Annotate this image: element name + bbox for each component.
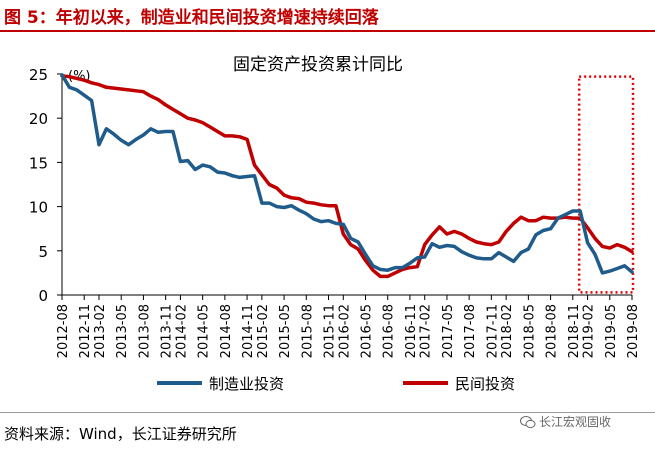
figure-title: 图 5：年初以来，制造业和民间投资增速持续回落: [4, 8, 379, 28]
watermark: 长江宏观固收: [520, 413, 611, 430]
y-tick-label: 25: [29, 66, 48, 84]
x-tick-label: 2015-02: [256, 304, 271, 358]
y-tick-label: 15: [29, 154, 48, 172]
x-axis: 2012-08 2012-11 2013-02 2013-05 2013-08 2013-…: [56, 294, 641, 358]
x-tick-label: 2018-05: [522, 304, 537, 358]
chart-title: 固定资产投资累计同比: [233, 55, 403, 75]
x-tick-label: 2017-11: [485, 304, 500, 358]
x-tick-label: 2019-02: [582, 304, 597, 358]
x-tick-label: 2019-05: [604, 304, 619, 358]
x-tick-label: 2012-11: [78, 304, 93, 358]
x-tick-label: 2013-05: [115, 304, 130, 358]
x-tick-label: 2014-11: [241, 304, 256, 358]
x-tick-label: 2013-02: [93, 304, 108, 358]
x-tick-label: 2017-02: [419, 304, 434, 358]
x-tick-label: 2018-11: [567, 304, 582, 358]
x-tick-label: 2015-11: [322, 304, 337, 358]
series-lines: [60, 73, 634, 279]
watermark-text: 长江宏观固收: [539, 415, 612, 429]
wechat-icon: [520, 415, 536, 428]
source-note: 资料来源：Wind，长江证券研究所: [4, 425, 237, 443]
x-tick-label: 2014-08: [219, 304, 234, 358]
x-tick-label: 2013-08: [137, 304, 152, 358]
x-tick-label: 2016-02: [337, 304, 352, 358]
footer-divider: [0, 412, 655, 413]
x-tick-label: 2017-05: [441, 304, 456, 358]
x-tick-label: 2016-08: [382, 304, 397, 358]
x-tick-label: 2015-08: [300, 304, 315, 358]
highlight-box-2019: [577, 75, 635, 294]
x-tick-label: 2013-11: [160, 304, 175, 358]
y-tick-label: 0: [38, 287, 48, 305]
highlight-box: [577, 75, 635, 294]
x-tick-label: 2012-08: [56, 304, 71, 358]
y-tick-label: 5: [38, 243, 48, 261]
x-tick-label: 2014-05: [197, 304, 212, 358]
x-tick-label: 2019-08: [626, 304, 641, 358]
x-tick-label: 2016-05: [360, 304, 375, 358]
series-line-manufacturing: [60, 73, 634, 275]
x-tick-label: 2017-08: [463, 304, 478, 358]
series-line-private: [60, 74, 634, 279]
x-tick-label: 2018-02: [500, 304, 515, 358]
y-tick-label: 10: [29, 199, 48, 217]
x-tick-label: 2018-08: [545, 304, 560, 358]
x-tick-label: 2015-05: [278, 304, 293, 358]
legend-label-manufacturing: 制造业投资: [209, 375, 284, 393]
legend-label-private: 民间投资: [455, 375, 515, 393]
legend: 制造业投资 民间投资: [157, 375, 515, 393]
x-tick-label: 2016-11: [404, 304, 419, 358]
y-tick-label: 20: [29, 110, 48, 128]
x-tick-label: 2014-02: [174, 304, 189, 358]
title-divider: [0, 30, 655, 32]
y-axis: 0 5 10 15 20 25: [29, 66, 63, 305]
